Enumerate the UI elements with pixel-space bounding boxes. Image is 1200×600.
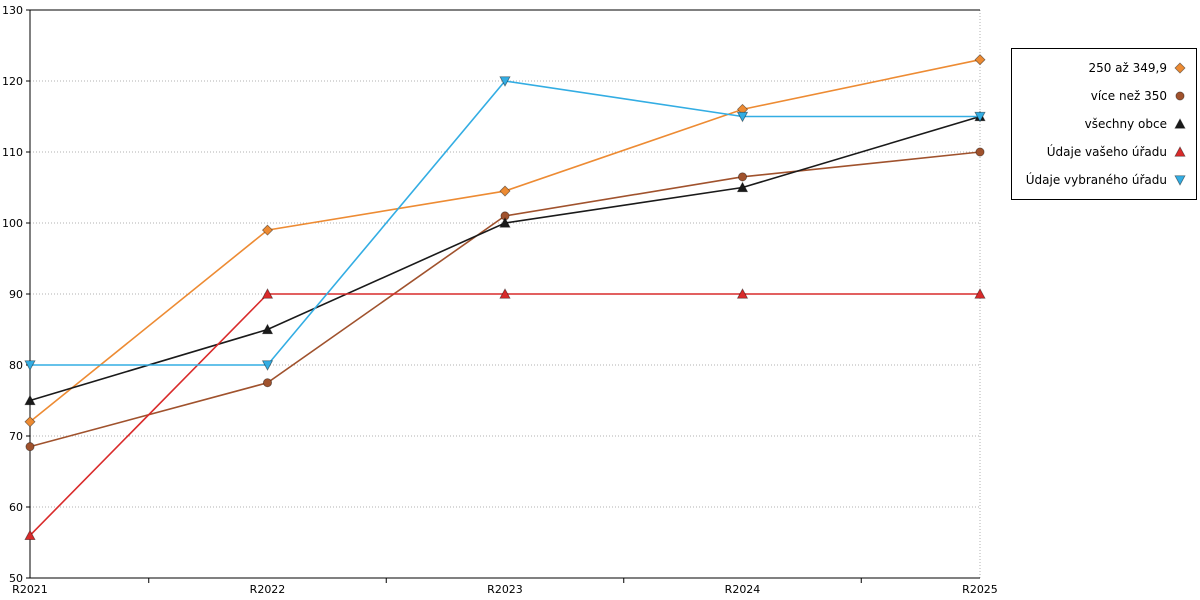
legend-marker-triangle-up-icon [1174, 118, 1186, 129]
series-diamond [24, 54, 986, 428]
series-marker-triangle-up [499, 217, 511, 228]
series-marker-diamond [1174, 62, 1186, 74]
series-marker-diamond [261, 224, 274, 236]
legend-item: Údaje vybraného úřadu [1012, 166, 1196, 194]
legend: 250 až 349,9 více než 350 všechny obce Údaj… [1011, 48, 1197, 200]
series-marker-diamond [24, 416, 36, 428]
x-tick-label: R2023 [487, 583, 523, 596]
legend-marker-circle-icon [1175, 91, 1185, 101]
series-line [29, 293, 980, 536]
x-tick-label: R2024 [725, 583, 761, 596]
y-tick-label: 90 [9, 288, 23, 301]
y-tick-label: 100 [2, 217, 23, 230]
series-triangle-up [24, 288, 986, 541]
y-tick-label: 80 [9, 359, 23, 372]
series-marker-triangle-up [1174, 118, 1186, 129]
x-tick-label: R2022 [250, 583, 286, 596]
series-marker-triangle-down [499, 76, 511, 87]
y-tick-label: 70 [9, 430, 23, 443]
y-tick-label: 110 [2, 146, 23, 159]
series-line [29, 115, 981, 402]
series-marker-circle [1175, 91, 1185, 101]
legend-marker-triangle-down-icon [1174, 175, 1186, 186]
series-line [29, 58, 981, 423]
x-tick-label: R2025 [962, 583, 998, 596]
legend-label: Údaje vašeho úřadu [1046, 145, 1167, 159]
y-tick-label: 60 [9, 501, 23, 514]
legend-item: všechny obce [1012, 110, 1196, 138]
series-triangle-up [24, 110, 986, 406]
series-marker-triangle-up [24, 394, 36, 406]
series-marker-triangle-down [736, 111, 749, 123]
legend-item: 250 až 349,9 [1012, 54, 1196, 82]
x-tick-label: R2021 [12, 583, 48, 596]
series-marker-circle [738, 172, 748, 182]
y-tick-label: 130 [2, 4, 23, 17]
y-tick-label: 50 [9, 572, 23, 585]
y-tick-label: 120 [2, 75, 23, 88]
series-marker-triangle-down [24, 360, 36, 371]
series-marker-circle [975, 147, 985, 157]
legend-marker-diamond-icon [1174, 62, 1186, 74]
legend-label: více než 350 [1090, 89, 1167, 103]
legend-marker-triangle-up-icon [1174, 146, 1186, 157]
legend-item: více než 350 [1012, 82, 1196, 110]
series-marker-triangle-down [974, 111, 986, 123]
series-marker-triangle-up [499, 288, 511, 299]
legend-item: Údaje vašeho úřadu [1012, 138, 1196, 166]
series-marker-circle [25, 442, 35, 452]
series-marker-triangle-down [1174, 175, 1186, 186]
series-marker-diamond [974, 54, 986, 66]
series-marker-triangle-up [736, 288, 749, 299]
series-marker-triangle-up [24, 529, 36, 541]
series-circle [25, 147, 985, 452]
series-marker-circle [262, 378, 272, 388]
series-marker-triangle-up [261, 323, 274, 335]
series-marker-triangle-up [736, 181, 749, 193]
legend-label: 250 až 349,9 [1088, 61, 1167, 75]
series-triangle-down [24, 76, 986, 371]
legend-label: Údaje vybraného úřadu [1025, 173, 1167, 187]
series-marker-triangle-down [261, 360, 274, 371]
series-marker-triangle-up [974, 288, 986, 299]
legend-label: všechny obce [1084, 117, 1167, 131]
series-marker-triangle-up [1174, 146, 1186, 157]
series-marker-triangle-up [261, 288, 274, 299]
series-marker-diamond [499, 185, 511, 197]
